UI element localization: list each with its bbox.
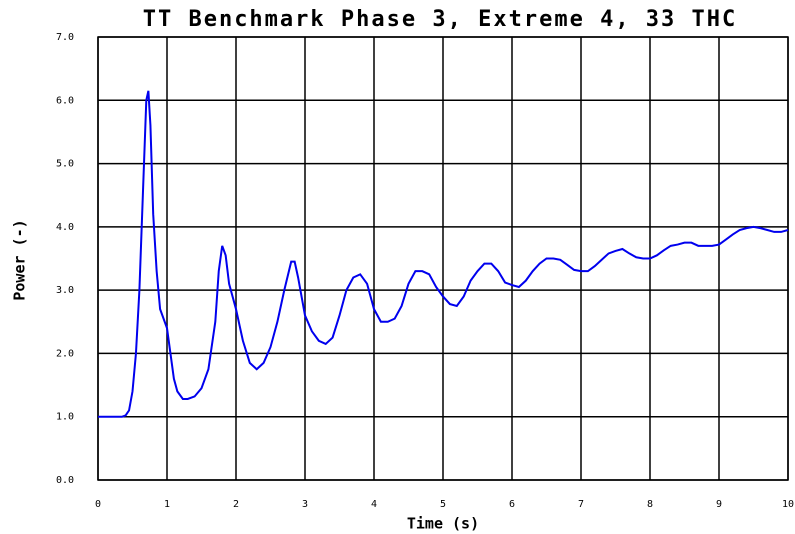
data-line: [98, 90, 789, 418]
x-tick-label: 8: [647, 499, 653, 510]
x-tick-label: 10: [782, 499, 794, 510]
x-tick-label: 1: [164, 499, 170, 510]
y-tick-label: 0.0: [56, 475, 74, 486]
y-tick-label: 4.0: [56, 222, 74, 233]
x-tick-label: 9: [716, 499, 722, 510]
x-tick-label: 0: [95, 499, 101, 510]
y-tick-label: 7.0: [56, 32, 74, 43]
chart-title: TT Benchmark Phase 3, Extreme 4, 33 THC: [143, 7, 738, 32]
x-tick-label: 4: [371, 499, 377, 510]
plot-frame: [97, 36, 789, 481]
x-tick-label: 6: [509, 499, 515, 510]
x-tick-label: 2: [233, 499, 239, 510]
y-tick-label: 5.0: [56, 159, 74, 170]
y-tick-label: 3.0: [56, 285, 74, 296]
y-tick-label: 6.0: [56, 95, 74, 106]
x-axis-label: Time (s): [407, 515, 479, 533]
y-axis-label: Power (-): [11, 219, 29, 300]
y-tick-label: 2.0: [56, 348, 74, 359]
x-tick-label: 5: [440, 499, 446, 510]
x-tick-label: 7: [578, 499, 584, 510]
y-tick-label: 1.0: [56, 412, 74, 423]
x-tick-label: 3: [302, 499, 308, 510]
